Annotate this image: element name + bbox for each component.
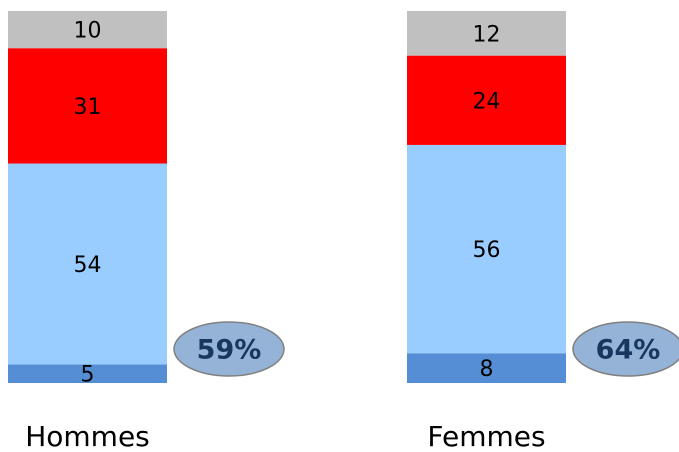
annotation-bubble — [173, 321, 285, 377]
bar-segment — [8, 163, 167, 365]
data-label: 10 — [74, 19, 102, 44]
annotation-bubble — [572, 321, 679, 377]
annotation: 64% — [596, 335, 661, 366]
data-label: 5 — [81, 363, 95, 388]
x-tick-label: Femmes — [427, 420, 545, 452]
x-tick-label: Hommes — [25, 420, 150, 452]
bar-segment — [407, 353, 566, 383]
data-label: 12 — [473, 22, 501, 47]
data-label: 54 — [74, 253, 102, 278]
bar-segment — [407, 55, 566, 145]
annotation: 59% — [197, 335, 262, 366]
data-label: 31 — [74, 95, 102, 120]
bar-segment — [407, 11, 566, 56]
bar-segment — [8, 11, 167, 49]
bar-segment — [8, 364, 167, 383]
data-label: 56 — [473, 238, 501, 263]
data-label: 8 — [480, 357, 494, 382]
data-label: 24 — [473, 89, 501, 114]
bar-segment — [407, 144, 566, 354]
bar-segment — [8, 48, 167, 164]
